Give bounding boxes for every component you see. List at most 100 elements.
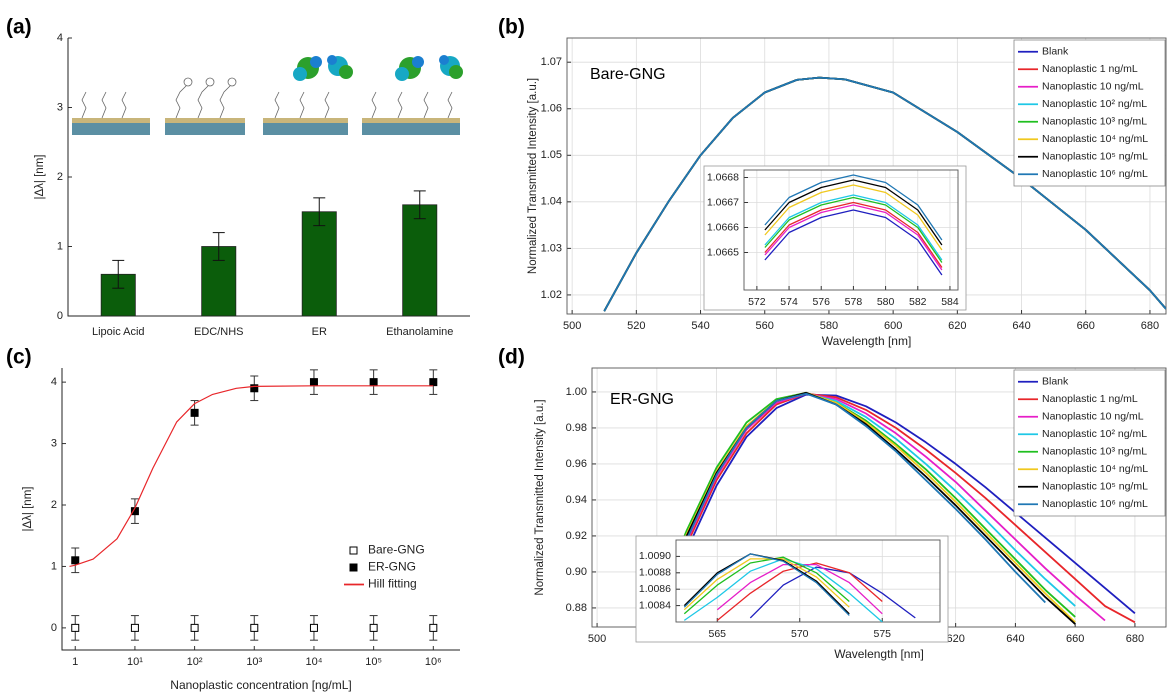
schematic-ethanolamine	[362, 55, 463, 135]
x-tick-label: 500	[563, 320, 581, 332]
panel-label: (b)	[498, 16, 525, 39]
y-tick-label: 1.0668	[707, 171, 739, 183]
y-tick-label: 1.00	[566, 386, 587, 398]
x-tick-label: 10²	[187, 656, 203, 668]
x-tick-label: 10⁴	[305, 656, 322, 668]
x-axis-label: Wavelength [nm]	[822, 334, 912, 348]
marker	[190, 408, 199, 417]
y-tick-label: 1.0667	[707, 196, 739, 208]
panel: 1.02 1.03 1.04 1.05 1.06 1.07 500 520 540 560 580 6…	[498, 16, 1167, 348]
legend-marker	[349, 546, 358, 555]
gold-layer	[165, 118, 245, 123]
substrate	[263, 123, 348, 135]
marker	[309, 623, 318, 632]
x-tick-label: 10³	[246, 656, 262, 668]
series-line	[655, 392, 1136, 624]
y-tick-label: 0.92	[566, 530, 587, 542]
legend-label: Bare-GNG	[368, 543, 425, 557]
y-tick-label: 0.90	[566, 566, 587, 578]
y-tick-label: 1.0088	[639, 567, 671, 579]
x-tick-label: 540	[691, 320, 709, 332]
x-tick-label: 572	[748, 296, 766, 308]
series-line	[69, 385, 434, 567]
x-tick-label: 560	[756, 320, 774, 332]
x-tick-label: 680	[1126, 633, 1144, 645]
bar	[301, 211, 337, 317]
x-tick-label: 640	[1006, 633, 1024, 645]
panel: 0 1 2 3 4 (a) |Δλ| [nm] Lipoic Acid EDC/NHS ER Eth…	[6, 16, 470, 338]
x-tick-label: 660	[1066, 633, 1084, 645]
y-tick-label: 0.88	[566, 602, 587, 614]
plot-frame	[675, 539, 941, 623]
schematic-er	[263, 55, 353, 135]
legend-label: ER-GNG	[368, 560, 416, 574]
axes	[61, 368, 460, 651]
marker	[250, 384, 259, 393]
plot-frame	[743, 169, 959, 291]
x-tick-label: 574	[780, 296, 798, 308]
y-axis-label: |Δλ| [nm]	[34, 155, 46, 200]
y-tick-label: 1.07	[541, 56, 562, 68]
legend-label: Nanoplastic 10 ng/mL	[1042, 81, 1144, 93]
panel-title: ER-GNG	[610, 391, 674, 408]
legend-label: Nanoplastic 10⁵ ng/mL	[1042, 481, 1148, 493]
panel-label: (d)	[498, 346, 525, 369]
marker	[71, 623, 80, 632]
series-line	[683, 553, 850, 616]
y-tick-label: 1	[57, 240, 63, 252]
y-tick-label: 0	[51, 622, 57, 634]
y-axis-label: Normalized Transmitted Intensity [a.u.]	[527, 78, 539, 274]
legend-label: Hill fitting	[368, 577, 417, 591]
nhs-ring	[227, 77, 237, 87]
marker	[369, 623, 378, 632]
legend-label: Nanoplastic 10⁴ ng/mL	[1042, 133, 1148, 145]
legend-marker	[349, 563, 358, 572]
y-tick-label: 1.0666	[707, 221, 739, 233]
panel-title: Bare-GNG	[590, 66, 666, 83]
protein	[395, 56, 424, 81]
y-axis-label: Normalized Transmitted Intensity [a.u.]	[534, 399, 546, 595]
legend-box	[1013, 369, 1166, 517]
y-tick-label: 1.05	[541, 149, 562, 161]
x-tick-label: 565	[708, 628, 726, 640]
x-tick-label: 578	[845, 296, 863, 308]
x-tick-label: 576	[812, 296, 830, 308]
series-line	[764, 201, 943, 268]
series-line	[764, 204, 943, 271]
legend-label: Nanoplastic 10³ ng/mL	[1042, 446, 1147, 458]
series-line	[764, 179, 943, 246]
x-tick-label: 620	[946, 633, 964, 645]
series-line	[749, 566, 916, 619]
x-tick-label: 10⁵	[365, 656, 382, 668]
substrate	[362, 123, 460, 135]
gold-layer	[72, 118, 150, 123]
panel: 0 1 2 3 4 1 10¹ 10² 10³ 10⁴ 10⁵ 10⁶ (c) Nanoplastic c…	[6, 346, 460, 692]
x-tick-label: EDC/NHS	[194, 326, 244, 338]
marker	[429, 623, 438, 632]
y-tick-label: 1.0090	[639, 550, 671, 562]
gold-layer	[263, 118, 348, 123]
legend-label: Nanoplastic 10² ng/mL	[1042, 98, 1147, 110]
x-tick-label: Ethanolamine	[386, 326, 453, 338]
y-tick-label: 3	[57, 101, 63, 113]
x-tick-label: 580	[820, 320, 838, 332]
x-tick-label: 500	[588, 633, 606, 645]
x-tick-label: 680	[1141, 320, 1159, 332]
series-line	[603, 76, 1166, 312]
y-tick-label: 1	[51, 560, 57, 572]
legend-label: Nanoplastic 10² ng/mL	[1042, 428, 1147, 440]
x-tick-label: 584	[941, 296, 959, 308]
series-line	[655, 392, 1106, 622]
y-tick-label: 4	[51, 376, 57, 388]
x-tick-label: Lipoic Acid	[92, 326, 145, 338]
y-tick-label: 1.06	[541, 103, 562, 115]
x-tick-label: 520	[627, 320, 645, 332]
x-tick-label: 600	[884, 320, 902, 332]
nhs-ring	[205, 77, 215, 87]
series-line	[764, 174, 943, 241]
gold-layer	[362, 118, 460, 123]
protein	[293, 56, 322, 81]
x-tick-label: 580	[877, 296, 895, 308]
